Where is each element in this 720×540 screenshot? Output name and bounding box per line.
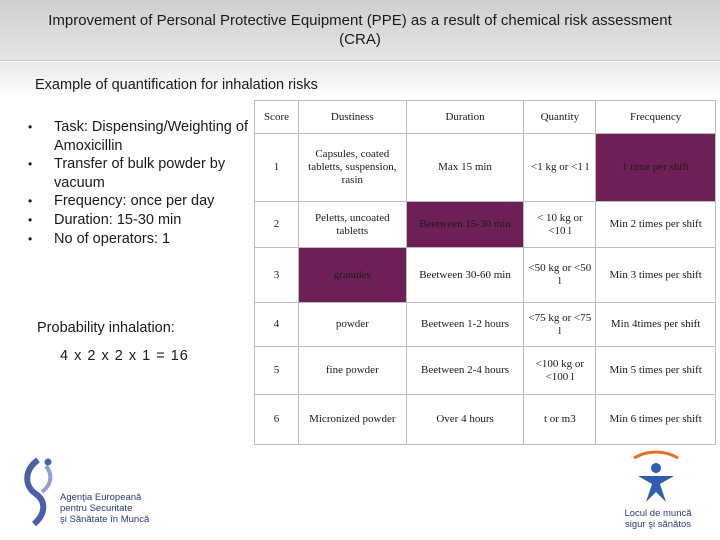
header-bar: Improvement of Personal Protective Equip… [0, 0, 720, 61]
table-cell: Beetween 2-4 hours [405, 346, 525, 395]
logo-text-line: pentru Securitate [60, 503, 133, 514]
table-cell: 6 [254, 394, 299, 445]
table-cell: <100 kg or <100 l [523, 346, 597, 395]
table-cell: <1 kg or <1 l [523, 133, 597, 202]
section-subtitle: Example of quantification for inhalation… [35, 77, 318, 93]
table-cell: < 10 kg or <10 l [523, 201, 597, 248]
task-bullet-list: Task: Dispensing/Weighting of Amoxicilli… [26, 118, 251, 248]
table-row: 3 granules Beetween 30-60 min <50 kg or … [254, 247, 716, 303]
table-cell: fine powder [297, 346, 407, 395]
table-cell: 1 [254, 133, 299, 202]
logo-text-line: Locul de muncă [624, 508, 692, 519]
table-cell: Beetween 1-2 hours [405, 302, 525, 347]
table-cell: 2 [254, 201, 299, 248]
header-frequency: Frecquency [595, 100, 716, 134]
table-cell: 3 [254, 247, 299, 303]
table-cell: <50 kg or <50 l [523, 247, 597, 303]
table-cell-highlighted: Beetween 15-30 min [405, 201, 525, 248]
table-cell: Min 4times per shift [595, 302, 716, 347]
table-cell-highlighted: 1 time per shift [595, 133, 716, 202]
header-dustiness: Dustiness [297, 100, 407, 134]
eu-osha-logo: Agenţia Europeană pentru Securitate şi S… [20, 452, 170, 532]
logo-text-line: sigur şi sănătos [624, 519, 691, 530]
table-cell: Min 6 times per shift [595, 394, 716, 445]
table-header-row: Score Dustiness Duration Quantity Frecqu… [254, 100, 716, 134]
table-row: 1 Capsules, coated tabletts, suspension,… [254, 133, 716, 202]
person-star-icon [633, 450, 679, 502]
page-title: Improvement of Personal Protective Equip… [48, 12, 672, 48]
table-row: 6 Micronized powder Over 4 hours t or m3… [254, 394, 716, 445]
table-cell: Beetween 30-60 min [405, 247, 525, 303]
table-row: 4 powder Beetween 1-2 hours <75 kg or <7… [254, 302, 716, 347]
header-duration: Duration [405, 100, 525, 134]
campaign-logo: Locul de muncă sigur şi sănătos [594, 448, 718, 534]
bullet-item-operators: No of operators: 1 [26, 230, 251, 249]
table-cell: Micronized powder [297, 394, 407, 445]
table-row: 5 fine powder Beetween 2-4 hours <100 kg… [254, 346, 716, 395]
bullet-item-transfer: Transfer of bulk powder by vacuum [26, 155, 251, 192]
table-row: 2 Peletts, uncoated tabletts Beetween 15… [254, 201, 716, 248]
bullet-item-task: Task: Dispensing/Weighting of Amoxicilli… [26, 118, 251, 155]
table-cell: Capsules, coated tabletts, suspension, r… [297, 133, 407, 202]
probability-formula: 4 x 2 x 2 x 1 = 16 [60, 348, 189, 364]
header-quantity: Quantity [523, 100, 597, 134]
table-cell: Min 2 times per shift [595, 201, 716, 248]
bullet-item-frequency: Frequency: once per day [26, 192, 251, 211]
table-cell: 4 [254, 302, 299, 347]
logo-text-line: şi Sănătate în Muncă [60, 514, 150, 525]
table-cell: Min 3 times per shift [595, 247, 716, 303]
table-cell: Min 5 times per shift [595, 346, 716, 395]
header-score: Score [254, 100, 299, 134]
bullet-item-duration: Duration: 15-30 min [26, 211, 251, 230]
table-cell: Over 4 hours [405, 394, 525, 445]
logo-text-line: Agenţia Europeană [60, 492, 142, 503]
risk-score-table: Score Dustiness Duration Quantity Frecqu… [254, 100, 716, 445]
table-cell: Max 15 min [405, 133, 525, 202]
table-cell: <75 kg or <75 l [523, 302, 597, 347]
table-cell: Peletts, uncoated tabletts [297, 201, 407, 248]
table-cell: t or m3 [523, 394, 597, 445]
table-cell-highlighted: granules [297, 247, 407, 303]
table-cell: powder [297, 302, 407, 347]
table-cell: 5 [254, 346, 299, 395]
osha-emblem-icon [24, 457, 53, 527]
probability-label: Probability inhalation: [37, 320, 175, 336]
subtitle-bar: Example of quantification for inhalation… [0, 62, 720, 96]
